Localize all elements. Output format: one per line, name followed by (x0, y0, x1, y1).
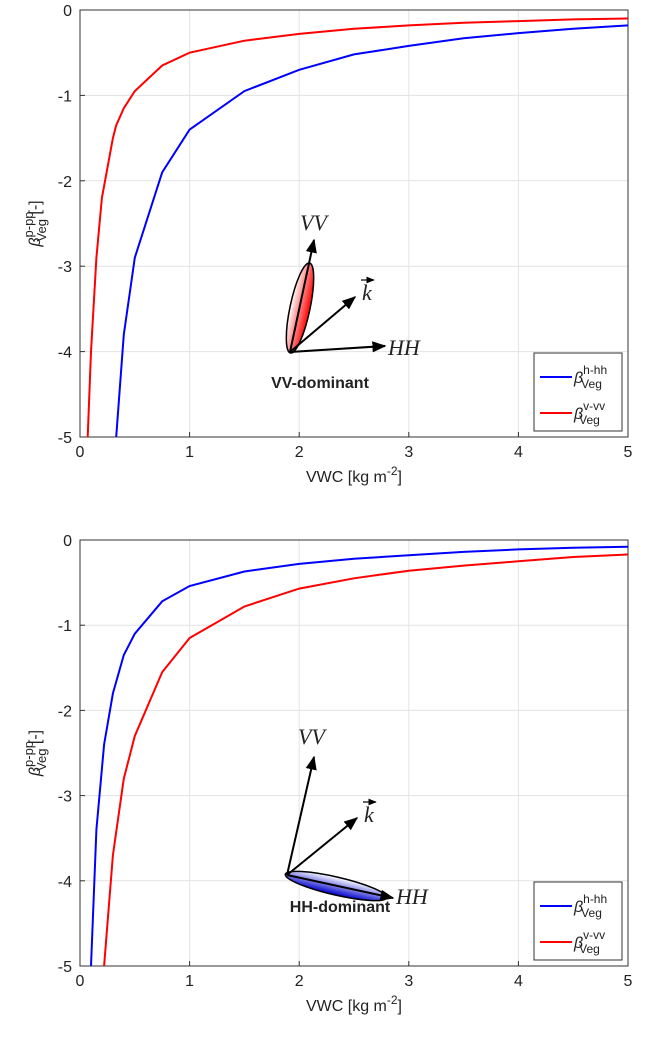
arrow (286, 817, 359, 876)
legend-label: βh-hh Veg (573, 363, 607, 391)
series-line (90, 545, 629, 967)
legend-box (533, 352, 623, 432)
x-label-tail: ] (398, 469, 402, 486)
x-label-text: VWC [kg m (306, 998, 387, 1015)
series-line (115, 24, 629, 438)
arrow (286, 755, 317, 876)
x-tick-label: 2 (295, 444, 304, 461)
legend-sub: Veg (579, 413, 600, 427)
diagram-label: k (364, 802, 375, 827)
legend-sub: Veg (581, 377, 602, 391)
legend-label: βv-vv Veg (573, 928, 605, 956)
y-tick-label: -2 (58, 703, 72, 720)
y-tick-label: 0 (63, 3, 72, 20)
annotation: HH-dominant (290, 899, 391, 916)
x-tick-label: 5 (624, 444, 633, 461)
diagram-label: VV (298, 724, 327, 749)
plot-frame (79, 9, 629, 438)
x-tick-label: 0 (76, 973, 85, 990)
y-tick-label: -4 (58, 345, 72, 362)
arrow (289, 341, 387, 353)
arrow (289, 238, 317, 353)
x-label-sup: -2 (387, 993, 398, 1007)
x-tick-label: 1 (185, 444, 194, 461)
diagram-label: VV (300, 210, 329, 235)
arrow (289, 296, 357, 353)
x-tick-label: 4 (514, 444, 523, 461)
legend-sub: Veg (579, 942, 600, 956)
legend-box (533, 881, 623, 961)
y-tick-label: 0 (63, 533, 72, 550)
x-axis-label: VWC [kg m-2] (306, 993, 402, 1015)
y-tick-label: -2 (58, 174, 72, 191)
y-label-tail: [-] (27, 200, 44, 219)
diagram-label: k (362, 280, 373, 305)
y-label-symbol: β (27, 767, 44, 777)
series-line (86, 17, 629, 438)
diagram-label: HH (395, 884, 429, 909)
legend-label: βv-vv Veg (573, 399, 605, 427)
x-tick-label: 4 (514, 973, 523, 990)
y-label-symbol: β (27, 237, 44, 247)
series-line (103, 553, 629, 967)
legend-symbol: β (573, 406, 583, 423)
legend-symbol: β (573, 935, 583, 952)
diagram-label: HH (387, 335, 421, 360)
y-tick-label: -3 (58, 789, 72, 806)
legend-symbol: β (573, 370, 583, 387)
x-tick-label: 1 (185, 973, 194, 990)
y-tick-label: -5 (58, 959, 72, 976)
x-tick-label: 3 (404, 973, 413, 990)
x-axis-label: VWC [kg m-2] (306, 464, 402, 486)
y-label-sub: Veg (34, 749, 49, 771)
plot-frame (79, 539, 629, 967)
x-tick-label: 0 (76, 444, 85, 461)
legend-label: βh-hh Veg (573, 892, 607, 920)
x-tick-label: 2 (295, 973, 304, 990)
legend-sup: v-vv (583, 399, 605, 413)
y-label-sup: p-pp (21, 211, 36, 237)
x-label-tail: ] (398, 998, 402, 1015)
legend-sup: h-hh (583, 363, 607, 377)
y-tick-label: -1 (58, 88, 72, 105)
legend-sup: v-vv (583, 928, 605, 942)
x-tick-label: 3 (404, 444, 413, 461)
legend-sub: Veg (581, 906, 602, 920)
y-label-sup: p-pp (21, 741, 36, 767)
y-tick-label: -3 (58, 259, 72, 276)
y-tick-label: -1 (58, 618, 72, 635)
arrow (286, 874, 395, 901)
x-tick-label: 5 (624, 973, 633, 990)
y-label-sub: Veg (34, 219, 49, 241)
y-tick-label: -5 (58, 430, 72, 447)
legend-sup: h-hh (583, 892, 607, 906)
y-axis-label: βp-ppVeg [-] (21, 200, 49, 247)
legend-symbol: β (573, 899, 583, 916)
y-label-tail: [-] (27, 730, 44, 749)
x-label-sup: -2 (387, 464, 398, 478)
x-label-text: VWC [kg m (306, 469, 387, 486)
annotation: VV-dominant (271, 375, 369, 392)
y-tick-label: -4 (58, 874, 72, 891)
y-axis-label: βp-ppVeg [-] (21, 730, 49, 777)
